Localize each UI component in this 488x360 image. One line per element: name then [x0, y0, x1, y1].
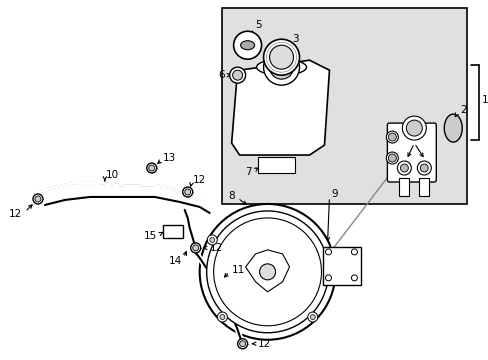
Circle shape: [35, 196, 41, 202]
Text: 9: 9: [331, 189, 337, 199]
Circle shape: [209, 237, 214, 242]
Bar: [257, 157, 294, 173]
Text: 8: 8: [227, 191, 234, 201]
Circle shape: [146, 163, 157, 173]
Circle shape: [386, 152, 398, 164]
Circle shape: [387, 133, 396, 141]
Circle shape: [33, 194, 43, 204]
Text: 6: 6: [218, 70, 224, 80]
Circle shape: [325, 275, 331, 281]
Circle shape: [213, 218, 321, 326]
Ellipse shape: [256, 59, 306, 75]
Text: 4: 4: [419, 125, 425, 135]
Circle shape: [416, 161, 430, 175]
Circle shape: [183, 187, 192, 197]
Bar: [323, 247, 361, 285]
Bar: [221, 8, 467, 204]
Text: 7: 7: [244, 167, 251, 177]
Circle shape: [190, 243, 200, 253]
Circle shape: [402, 116, 426, 140]
Bar: [399, 178, 408, 196]
Circle shape: [397, 161, 410, 175]
Text: 5: 5: [255, 20, 262, 30]
Ellipse shape: [444, 114, 461, 142]
Bar: [163, 225, 183, 238]
Circle shape: [269, 55, 293, 79]
Text: 10: 10: [105, 170, 119, 180]
Text: 12: 12: [192, 175, 205, 185]
Circle shape: [207, 235, 217, 245]
Circle shape: [263, 39, 299, 75]
Circle shape: [206, 211, 328, 333]
Circle shape: [229, 67, 245, 83]
Circle shape: [351, 249, 357, 255]
FancyBboxPatch shape: [386, 123, 435, 182]
Text: 13: 13: [163, 153, 176, 163]
Text: 14: 14: [168, 256, 182, 266]
Text: 12: 12: [257, 339, 270, 349]
Circle shape: [263, 49, 299, 85]
Circle shape: [199, 204, 335, 340]
Circle shape: [325, 249, 331, 255]
Circle shape: [184, 189, 190, 195]
Text: 3: 3: [292, 34, 299, 44]
Text: 15: 15: [143, 231, 157, 241]
Text: 12: 12: [9, 209, 22, 219]
Circle shape: [387, 154, 396, 162]
Circle shape: [259, 264, 275, 280]
Ellipse shape: [240, 41, 254, 50]
Circle shape: [220, 315, 224, 320]
Bar: [419, 178, 428, 196]
Text: 12: 12: [209, 243, 223, 253]
Circle shape: [239, 341, 245, 347]
Circle shape: [309, 315, 315, 320]
Circle shape: [269, 45, 293, 69]
Circle shape: [420, 164, 427, 172]
Circle shape: [386, 131, 398, 143]
Circle shape: [232, 70, 242, 80]
Polygon shape: [245, 250, 289, 292]
Circle shape: [233, 31, 261, 59]
Text: 2: 2: [459, 105, 466, 115]
Circle shape: [307, 312, 317, 322]
Text: 11: 11: [231, 265, 244, 275]
Circle shape: [400, 164, 407, 172]
Circle shape: [351, 275, 357, 281]
Circle shape: [217, 312, 227, 322]
Circle shape: [148, 165, 154, 171]
Circle shape: [237, 339, 247, 349]
Circle shape: [192, 245, 198, 251]
Circle shape: [406, 120, 422, 136]
Polygon shape: [231, 60, 329, 155]
Text: 1: 1: [481, 95, 488, 105]
